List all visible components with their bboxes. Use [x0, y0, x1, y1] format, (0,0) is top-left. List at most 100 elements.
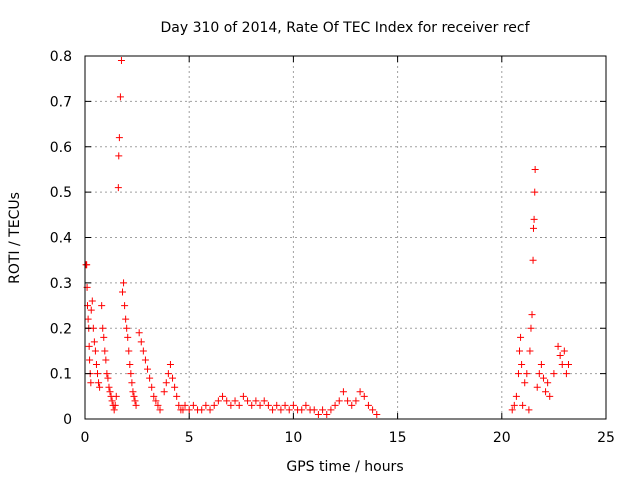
axis-ticks: 0 5 10 15 20 25 0 0.1 0.2 0.3 0.4 0.5 0.6 0.7 0.8 [50, 49, 615, 446]
data-point [314, 410, 322, 418]
data-point [369, 406, 377, 414]
x-tick-label: 10 [284, 430, 302, 446]
data-point [331, 401, 339, 409]
data-point [219, 392, 227, 400]
data-point [531, 165, 539, 173]
data-point [264, 401, 272, 409]
x-axis-label: GPS time / hours [286, 459, 403, 475]
data-point [91, 347, 99, 355]
data-point [544, 379, 552, 387]
data-point [83, 261, 91, 269]
data-point [256, 401, 264, 409]
data-point [531, 188, 539, 196]
data-point [516, 347, 524, 355]
data-point [112, 392, 120, 400]
data-point [319, 406, 327, 414]
data-point [260, 397, 268, 405]
data-point [135, 329, 143, 337]
data-point [535, 370, 543, 378]
data-point [510, 401, 518, 409]
data-point [546, 392, 554, 400]
y-tick-label: 0.6 [50, 140, 72, 156]
data-point [179, 406, 187, 414]
data-point [530, 215, 538, 223]
data-point [310, 406, 318, 414]
data-point [86, 356, 94, 364]
data-point [248, 401, 256, 409]
data-point [339, 388, 347, 396]
data-point [110, 406, 118, 414]
y-tick-label: 0.4 [50, 231, 72, 247]
data-point [537, 361, 545, 369]
data-point [285, 406, 293, 414]
data-point [302, 401, 310, 409]
data-point [95, 379, 103, 387]
data-point [156, 406, 164, 414]
data-point [88, 297, 96, 305]
data-point [517, 333, 525, 341]
y-axis-label: ROTI / TECUs [7, 192, 23, 284]
data-point [252, 397, 260, 405]
data-point [352, 397, 360, 405]
y-tick-label: 0.2 [50, 321, 72, 337]
data-point [373, 410, 381, 418]
data-point [103, 370, 111, 378]
x-tick-label: 25 [597, 430, 615, 446]
data-point [335, 397, 343, 405]
data-point [527, 324, 535, 332]
data-point [122, 315, 130, 323]
data-point [120, 279, 128, 287]
data-point [106, 388, 114, 396]
data-point [105, 383, 113, 391]
data-point [269, 406, 277, 414]
data-point [348, 401, 356, 409]
x-tick-label: 15 [389, 430, 407, 446]
data-point [298, 406, 306, 414]
data-point [525, 406, 533, 414]
data-point [108, 397, 116, 405]
data-point [164, 370, 172, 378]
data-point [533, 383, 541, 391]
data-point [173, 392, 181, 400]
data-point [518, 361, 526, 369]
data-point [87, 379, 95, 387]
data-point [169, 374, 177, 382]
data-point [210, 401, 218, 409]
data-point [124, 333, 132, 341]
data-point [528, 311, 536, 319]
data-point [99, 324, 107, 332]
data-point [185, 406, 193, 414]
data-point [84, 315, 92, 323]
data-point [117, 57, 125, 65]
data-point [512, 392, 520, 400]
data-point [128, 379, 136, 387]
data-point [560, 347, 568, 355]
data-point [101, 347, 109, 355]
data-point [131, 397, 139, 405]
data-point [162, 379, 170, 387]
data-point [327, 406, 335, 414]
data-point [550, 370, 558, 378]
data-point [166, 361, 174, 369]
y-tick-label: 0.3 [50, 276, 72, 292]
data-point [529, 256, 537, 264]
chart-title: Day 310 of 2014, Rate Of TEC Index for r… [160, 20, 530, 36]
data-point [223, 397, 231, 405]
data-point [171, 383, 179, 391]
data-point [244, 397, 252, 405]
data-point [125, 347, 133, 355]
data-point [114, 184, 122, 192]
data-point [344, 397, 352, 405]
data-point [119, 288, 127, 296]
data-point [148, 383, 156, 391]
data-point [554, 342, 562, 350]
data-point [564, 361, 572, 369]
data-point [152, 397, 160, 405]
data-point [273, 401, 281, 409]
data-point [558, 361, 566, 369]
y-tick-label: 0.1 [50, 367, 72, 383]
data-point [508, 406, 516, 414]
data-point [87, 306, 95, 314]
data-point [141, 356, 149, 364]
